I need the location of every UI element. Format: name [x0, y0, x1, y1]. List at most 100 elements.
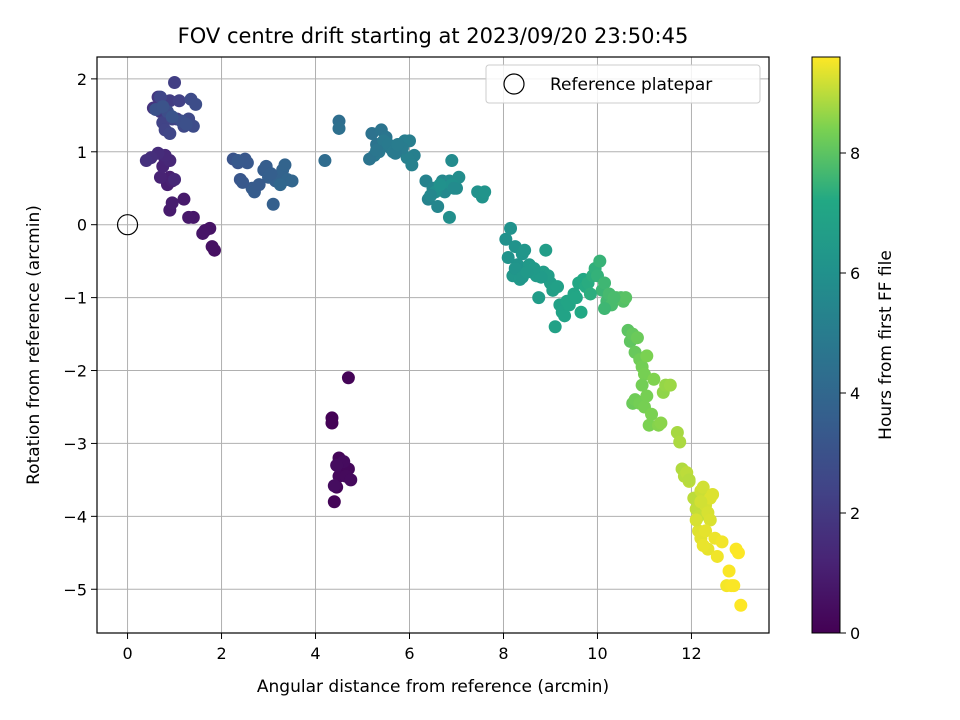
data-point — [252, 178, 266, 192]
data-point — [734, 598, 748, 612]
data-point — [370, 143, 384, 157]
x-tick-label: 8 — [498, 644, 508, 663]
data-point — [499, 232, 513, 246]
data-point — [551, 280, 565, 294]
chart-title: FOV centre drift starting at 2023/09/20 … — [178, 24, 689, 48]
x-tick-label: 4 — [310, 644, 320, 663]
data-point — [139, 154, 153, 168]
data-point — [405, 158, 419, 172]
y-tick-label: −4 — [63, 507, 87, 526]
data-point — [508, 261, 522, 275]
data-point — [431, 199, 445, 213]
data-point — [182, 210, 196, 224]
x-tick-label: 6 — [404, 644, 414, 663]
data-point — [266, 197, 280, 211]
colorbar-ticks: 0 2 4 6 8 — [840, 144, 860, 643]
data-point — [278, 158, 292, 172]
data-point — [231, 154, 245, 168]
data-point — [548, 320, 562, 334]
data-point — [363, 152, 377, 166]
data-point — [391, 137, 405, 151]
colorbar-tick-label: 8 — [850, 144, 860, 163]
colorbar-tick-label: 4 — [850, 384, 860, 403]
data-point — [442, 210, 456, 224]
data-point — [318, 154, 332, 168]
data-point — [332, 121, 346, 135]
y-tick-label: 1 — [77, 143, 87, 162]
data-point — [168, 172, 182, 186]
colorbar: 0 2 4 6 8 Hours from first FF file — [811, 56, 896, 643]
data-point — [518, 243, 532, 257]
data-point — [630, 331, 644, 345]
data-point — [647, 372, 661, 386]
data-point — [645, 407, 659, 421]
x-tick-label: 12 — [681, 644, 701, 663]
data-point — [635, 378, 649, 392]
colorbar-gradient — [811, 56, 841, 634]
y-tick-label: 2 — [77, 70, 87, 89]
colorbar-label: Hours from first FF file — [876, 250, 896, 440]
data-point — [445, 154, 459, 168]
data-point — [172, 94, 186, 108]
data-point — [703, 513, 717, 527]
data-point — [640, 389, 654, 403]
data-point — [344, 473, 358, 487]
data-point — [163, 127, 177, 141]
data-point — [696, 539, 710, 553]
data-point — [532, 291, 546, 305]
data-point — [722, 564, 736, 578]
data-point — [682, 473, 696, 487]
data-point — [424, 189, 438, 203]
data-point — [569, 291, 583, 305]
data-points — [139, 76, 748, 612]
data-point — [558, 309, 572, 323]
x-tick-label: 0 — [122, 644, 132, 663]
data-point — [520, 265, 534, 279]
reference-marker — [116, 214, 139, 236]
data-point — [189, 97, 203, 111]
data-point — [640, 349, 654, 363]
data-point — [273, 178, 287, 192]
data-point — [205, 240, 219, 254]
data-point — [264, 167, 278, 181]
data-point — [642, 418, 656, 432]
data-point — [710, 549, 724, 563]
y-tick-label: −2 — [63, 362, 87, 381]
legend-marker-circle-icon — [503, 73, 525, 95]
data-point — [501, 251, 515, 265]
data-point — [330, 458, 344, 472]
data-point — [196, 226, 210, 240]
y-tick-label: 0 — [77, 216, 87, 235]
data-point — [689, 513, 703, 527]
data-point — [715, 535, 729, 549]
data-point — [447, 181, 461, 195]
data-point — [285, 174, 299, 188]
data-point — [327, 479, 341, 493]
data-point — [654, 416, 668, 430]
data-point — [325, 416, 339, 430]
data-point — [598, 276, 612, 290]
data-point — [179, 117, 193, 131]
y-axis-label: Rotation from reference (arcmin) — [24, 205, 44, 485]
y-tick-label: −5 — [63, 580, 87, 599]
legend-label: Reference platepar — [550, 75, 712, 95]
data-point — [607, 291, 621, 305]
data-point — [478, 185, 492, 199]
data-point — [694, 495, 708, 509]
x-tick-label: 2 — [216, 644, 226, 663]
data-point — [177, 192, 191, 206]
y-tick-label: −3 — [63, 434, 87, 453]
data-point — [236, 175, 250, 189]
x-axis-label: Angular distance from reference (arcmin) — [257, 677, 609, 697]
data-point — [433, 178, 447, 192]
data-point — [327, 495, 341, 509]
data-point — [699, 524, 713, 538]
y-tick-label: −1 — [63, 289, 87, 308]
data-point — [731, 546, 745, 560]
data-point — [673, 435, 687, 449]
data-point — [156, 100, 170, 114]
data-point — [504, 221, 518, 235]
data-point — [727, 579, 741, 593]
